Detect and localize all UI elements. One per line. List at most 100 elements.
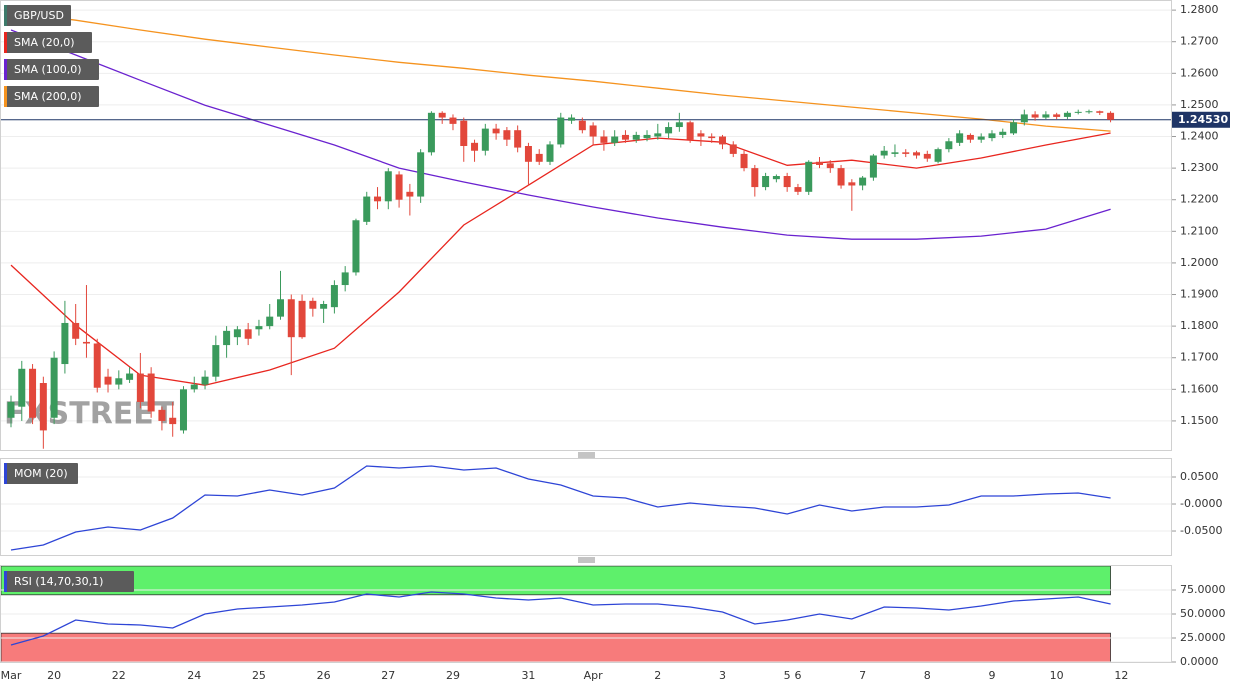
candle-body <box>514 130 522 148</box>
candle-body <box>708 136 716 139</box>
candle-body <box>966 134 974 140</box>
legend-entry-box <box>4 86 99 107</box>
candle-body <box>18 368 26 407</box>
candle-body <box>869 155 877 178</box>
candle-body <box>255 326 263 330</box>
y-tick-label: 1.2400 <box>1180 130 1219 143</box>
x-tick-label: 22 <box>112 669 126 682</box>
last-price-tag <box>1172 111 1230 128</box>
candle-body <box>309 300 317 309</box>
legend-entry: RSI (14,70,30,1) <box>14 575 103 588</box>
candle-body <box>600 136 608 143</box>
symbol-label-swatch <box>4 5 7 26</box>
series-line <box>10 11 1111 132</box>
candle-body <box>352 220 360 273</box>
candle-body <box>524 145 532 162</box>
y-tick-label: 1.1900 <box>1180 288 1219 301</box>
y-tick-label: -0.0500 <box>1180 524 1222 537</box>
candle-body <box>50 357 58 418</box>
y-tick-label: 0.0500 <box>1180 470 1219 483</box>
candle-body <box>298 300 306 338</box>
panel-handle[interactable] <box>578 557 595 563</box>
candle-body <box>729 144 737 154</box>
candle-body <box>449 117 457 124</box>
candle-body <box>427 112 435 153</box>
x-tick-label: 29 <box>446 669 460 682</box>
y-tick-label: 1.1800 <box>1180 319 1219 332</box>
candle-body <box>956 133 964 143</box>
legend-entry-box <box>4 59 99 80</box>
symbol-label-box <box>4 5 71 26</box>
candle-body <box>880 150 888 156</box>
legend-entry: SMA (100,0) <box>14 63 82 76</box>
candle-body <box>1063 112 1071 117</box>
panel-handle[interactable] <box>578 452 595 458</box>
series-line <box>10 465 1111 551</box>
candle-body <box>686 122 694 140</box>
candle-body <box>740 153 748 169</box>
candle-body <box>158 409 166 421</box>
candle-body <box>406 191 414 197</box>
candle-body <box>772 176 780 180</box>
candle-body <box>460 120 468 146</box>
y-tick-label: 0.0000 <box>1180 655 1219 668</box>
candle-body <box>29 368 37 418</box>
series-line <box>10 29 1111 240</box>
candle-body <box>384 171 392 202</box>
y-tick-label: 1.2000 <box>1180 256 1219 269</box>
candle-body <box>212 345 220 377</box>
x-tick-label: 2 <box>654 669 661 682</box>
candle-body <box>1085 111 1093 113</box>
candle-body <box>999 131 1007 135</box>
candle-body <box>675 122 683 128</box>
candle-body <box>7 401 15 418</box>
candle-body <box>934 149 942 162</box>
main-panel-frame <box>0 0 1172 451</box>
candle-body <box>718 136 726 145</box>
candle-body <box>1107 112 1115 120</box>
candle-body <box>913 152 921 156</box>
candle-body <box>330 285 338 308</box>
x-tick-label: 8 <box>924 669 931 682</box>
candle-body <box>374 196 382 202</box>
candle-body <box>945 141 953 150</box>
candle-body <box>277 299 284 317</box>
y-tick-label: 1.2700 <box>1180 35 1219 48</box>
candle-body <box>320 304 328 309</box>
last-price-label: 1.24530 <box>1178 113 1228 126</box>
legend-entry: MOM (20) <box>14 467 68 480</box>
candle-body <box>751 168 759 188</box>
x-tick-label: Mar <box>1 669 22 682</box>
candle-body <box>1074 111 1082 113</box>
candle-body <box>61 322 69 365</box>
x-tick-label: 27 <box>381 669 395 682</box>
candle-body <box>665 127 673 134</box>
plot-layers: 1.2800 1.2700 1.2600 1.2500 1.2400 1.2300 1.22… <box>0 3 1230 682</box>
candle-body <box>1010 122 1018 134</box>
candle-body <box>535 153 543 162</box>
legend-entry-swatch <box>4 59 7 80</box>
candle-body <box>611 136 619 143</box>
y-tick-label: -0.0000 <box>1180 497 1222 510</box>
candle-body <box>395 174 403 200</box>
x-tick-label: 25 <box>252 669 266 682</box>
candle-body <box>1096 111 1104 113</box>
y-tick-label: 1.2200 <box>1180 193 1219 206</box>
candle-body <box>492 128 500 134</box>
x-tick-label: 26 <box>317 669 331 682</box>
y-tick-label: 1.2600 <box>1180 66 1219 79</box>
candle-body <box>557 117 565 145</box>
x-tick-label: Apr <box>584 669 604 682</box>
candle-body <box>481 128 489 151</box>
legend-entry-swatch <box>4 32 7 53</box>
candle-body <box>169 417 177 425</box>
candle-body <box>891 152 899 154</box>
candle-body <box>471 142 479 151</box>
x-tick-label: 20 <box>47 669 61 682</box>
candle-body <box>632 134 640 140</box>
x-tick-label: 12 <box>1114 669 1128 682</box>
rsi-panel-frame <box>0 565 1172 663</box>
candle-body <box>341 272 349 286</box>
candle-body <box>363 196 371 222</box>
candle-body <box>104 376 112 385</box>
